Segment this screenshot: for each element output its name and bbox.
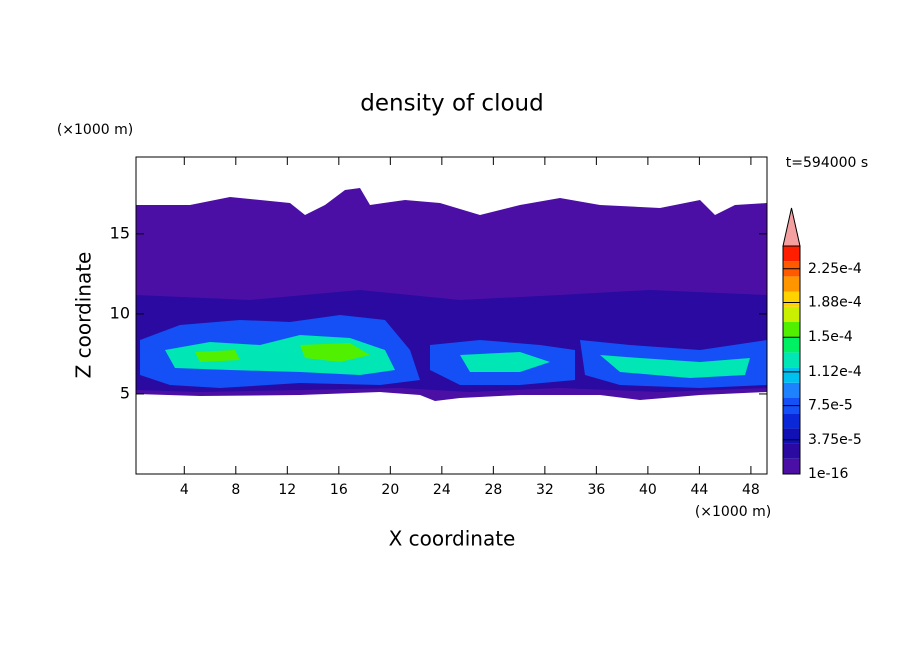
colorbar-label: 7.5e-5 — [808, 398, 853, 414]
y-tick-label: 5 — [120, 383, 130, 402]
x-tick-label: 32 — [536, 482, 554, 498]
colorbar-label: 1.88e-4 — [808, 295, 862, 311]
x-tick-label: 16 — [330, 482, 348, 498]
x-tick-label: 8 — [231, 482, 240, 498]
y-unit: (×1000 m) — [57, 122, 133, 138]
x-tick-label: 40 — [639, 482, 657, 498]
x-tick-label: 4 — [180, 482, 189, 498]
colorbar-band — [783, 413, 800, 429]
colorbar-band — [783, 306, 800, 322]
chart-title: density of cloud — [360, 91, 543, 117]
x-tick-label: 48 — [742, 482, 760, 498]
x-unit: (×1000 m) — [695, 504, 771, 520]
colorbar-band — [783, 291, 800, 307]
colorbar-band — [783, 276, 800, 292]
colorbar-label: 1.12e-4 — [808, 364, 862, 380]
colorbar-band — [783, 458, 800, 474]
cloud-layer — [195, 343, 370, 362]
x-tick-label: 36 — [587, 482, 605, 498]
colorbar-label: 1.5e-4 — [808, 329, 853, 345]
x-axis-label: X coordinate — [389, 527, 516, 551]
time-label: t=594000 s — [786, 155, 868, 171]
x-tick-label: 28 — [484, 482, 502, 498]
colorbar-label: 2.25e-4 — [808, 261, 862, 277]
colorbar-band — [783, 382, 800, 398]
y-tick-label: 10 — [110, 303, 130, 322]
plot-frame — [135, 156, 768, 475]
x-tick-label: 44 — [690, 482, 708, 498]
colorbar-extend — [782, 207, 801, 247]
y-tick-label: 15 — [110, 223, 130, 242]
colorbar-band — [783, 337, 800, 353]
y-axis-label: Z coordinate — [72, 252, 96, 379]
colorbar-band — [783, 352, 800, 368]
colorbar-band — [783, 367, 800, 383]
colorbar-label: 3.75e-5 — [808, 432, 862, 448]
colorbar-band — [783, 428, 800, 444]
x-tick-label: 20 — [381, 482, 399, 498]
field — [136, 188, 767, 401]
colorbar-label: 1e-16 — [808, 466, 848, 482]
colorbar-band — [783, 246, 800, 262]
x-tick-label: 24 — [433, 482, 451, 498]
colorbar-band — [783, 443, 800, 459]
colorbar-band — [783, 322, 800, 338]
x-tick-label: 12 — [278, 482, 296, 498]
